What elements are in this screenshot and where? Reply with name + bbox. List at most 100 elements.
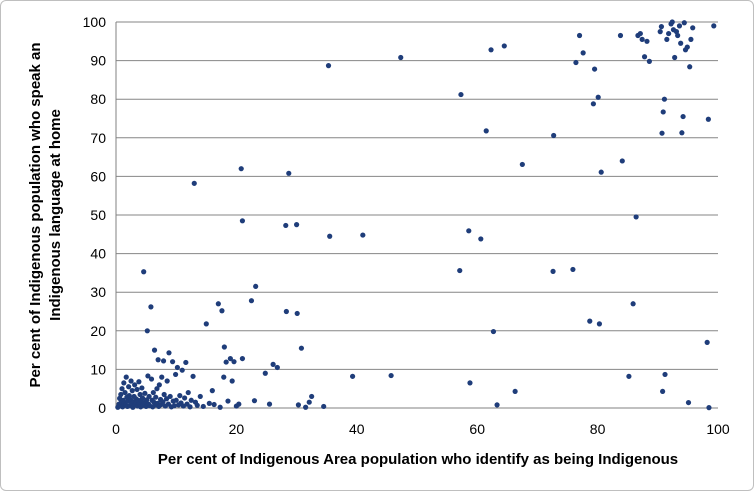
- data-point: [164, 378, 170, 384]
- data-point: [630, 301, 636, 307]
- data-point: [283, 222, 289, 229]
- data-point: [666, 30, 672, 37]
- data-point: [223, 359, 229, 365]
- data-point: [126, 384, 132, 390]
- data-point: [388, 372, 394, 379]
- data-point: [172, 371, 179, 378]
- data-point: [704, 339, 710, 345]
- data-point: [633, 214, 639, 220]
- data-point: [153, 394, 159, 400]
- data-point: [160, 358, 167, 364]
- data-point: [221, 374, 227, 380]
- data-point: [550, 268, 556, 274]
- y-tick-label: 40: [90, 246, 106, 262]
- data-point: [466, 228, 472, 234]
- data-point: [286, 170, 292, 176]
- data-point: [262, 370, 268, 376]
- data-point: [598, 169, 604, 175]
- data-point: [173, 397, 179, 403]
- data-point: [617, 32, 624, 39]
- data-point: [248, 298, 255, 304]
- data-point: [283, 308, 289, 315]
- data-point: [659, 130, 665, 136]
- data-point: [684, 44, 690, 50]
- data-point: [129, 388, 135, 394]
- y-axis-title-line-2: Indigenous language at home: [47, 109, 64, 321]
- data-point: [171, 403, 177, 409]
- y-tick-label: 70: [90, 130, 106, 146]
- data-point: [306, 399, 312, 405]
- data-point: [646, 58, 652, 64]
- y-axis-title-line-1: Per cent of Indigenous population who sp…: [27, 42, 44, 387]
- data-point: [705, 116, 711, 122]
- data-point: [141, 269, 147, 275]
- x-tick-label: 40: [349, 421, 365, 437]
- data-point: [681, 20, 687, 26]
- data-point: [657, 29, 663, 35]
- data-point: [167, 393, 173, 400]
- data-point: [687, 64, 693, 70]
- data-point: [144, 328, 150, 334]
- data-point: [136, 379, 142, 385]
- y-tick-label: 20: [90, 323, 106, 339]
- data-point: [146, 393, 152, 400]
- data-point: [148, 304, 154, 310]
- data-point: [185, 389, 191, 396]
- data-point: [483, 128, 489, 134]
- x-tick-label: 60: [469, 421, 485, 437]
- data-point: [467, 380, 473, 386]
- data-point: [142, 390, 148, 396]
- data-point: [679, 130, 685, 136]
- data-point: [675, 32, 681, 39]
- y-tick-label: 80: [90, 91, 106, 107]
- data-point: [231, 359, 237, 365]
- data-point: [177, 393, 183, 399]
- y-tick-label: 50: [90, 207, 106, 223]
- data-point: [688, 36, 694, 42]
- data-point: [225, 398, 231, 404]
- data-point: [123, 374, 129, 380]
- data-point: [676, 23, 683, 29]
- data-point: [576, 32, 583, 39]
- data-point: [206, 400, 212, 406]
- data-point: [211, 401, 217, 408]
- data-point: [253, 283, 259, 290]
- data-point: [119, 386, 125, 392]
- data-point: [360, 232, 366, 238]
- data-point: [295, 402, 302, 408]
- data-point: [122, 389, 128, 396]
- data-point: [169, 359, 176, 365]
- data-point: [637, 30, 643, 37]
- data-point: [194, 402, 200, 408]
- data-point: [664, 36, 670, 42]
- data-point: [662, 371, 668, 378]
- data-point: [711, 23, 717, 29]
- data-point: [217, 404, 223, 410]
- data-point: [298, 345, 305, 351]
- data-point: [197, 393, 203, 400]
- data-point: [166, 350, 172, 356]
- data-point: [587, 318, 593, 324]
- data-points: [115, 19, 717, 411]
- data-point: [132, 382, 138, 388]
- data-point: [478, 236, 484, 242]
- data-point: [227, 355, 233, 362]
- data-point: [685, 399, 692, 406]
- x-tick-label: 0: [112, 421, 120, 437]
- data-point: [270, 361, 276, 367]
- data-point: [239, 218, 246, 224]
- data-point: [266, 401, 273, 407]
- data-point: [488, 47, 494, 53]
- data-point: [179, 367, 185, 373]
- x-tick-label: 100: [706, 421, 730, 437]
- data-point: [155, 357, 161, 363]
- data-point: [190, 373, 196, 379]
- data-point: [200, 403, 206, 410]
- data-point: [644, 38, 650, 44]
- y-tick-label: 90: [90, 53, 106, 69]
- data-point: [191, 180, 197, 186]
- data-point: [139, 385, 145, 391]
- data-point: [596, 321, 603, 327]
- data-point: [229, 378, 235, 384]
- data-point: [321, 403, 327, 410]
